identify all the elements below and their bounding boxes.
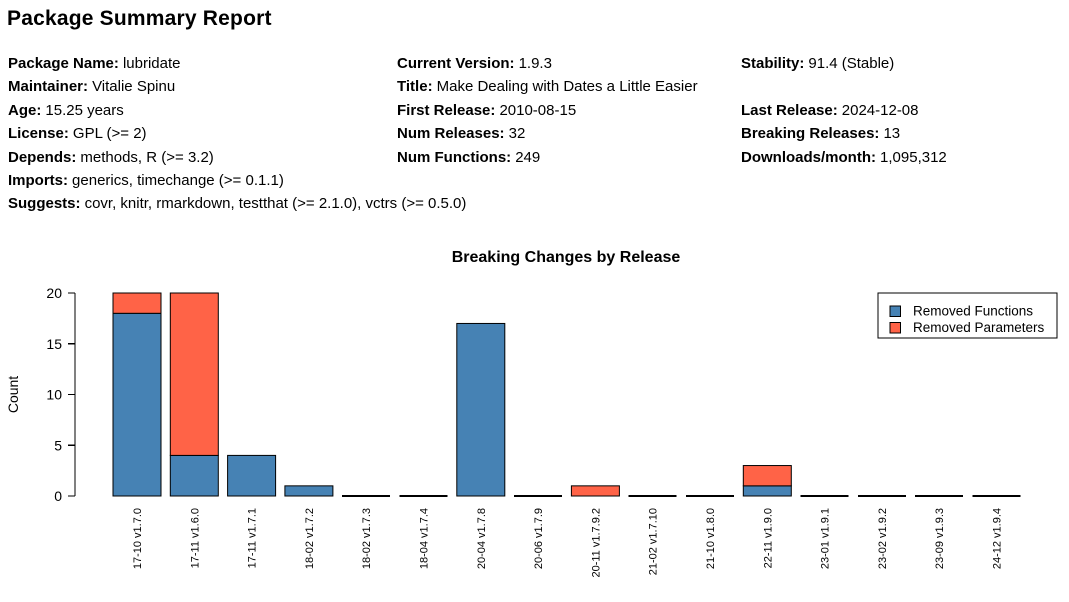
meta-field: Title: Make Dealing with Dates a Little E…: [397, 75, 698, 98]
metadata-column-left: Package Name: lubridate Maintainer: Vitalie…: [8, 52, 466, 216]
x-tick-label: 23-09 v1.9.3: [934, 508, 946, 569]
meta-field-value: 2024-12-08: [841, 101, 919, 119]
bar-segment: [742, 485, 792, 497]
x-tick-label: 17-11 v1.6.0: [189, 508, 201, 568]
x-tick-label: 24-12 v1.9.4: [992, 508, 1004, 569]
meta-field-label: Suggests:: [8, 195, 81, 213]
y-tick-label: 15: [46, 336, 62, 352]
bar-chart-canvas: Breaking Changes by Release 0 5 10 15 20 Count…: [5, 249, 1058, 578]
meta-field-value: covr, knitr, rmarkdown, testthat (>= 2.1…: [84, 195, 467, 213]
meta-field: Current Version: 1.9.3: [397, 52, 698, 75]
meta-field-label: Num Functions:: [397, 148, 512, 166]
meta-field: Last Release: 2024-12-08: [741, 99, 947, 122]
meta-field: [741, 75, 947, 98]
meta-field-value: 15.25 years: [45, 101, 124, 119]
x-tick-label: 20-04 v1.7.8: [476, 508, 488, 569]
meta-field: Suggests: covr, knitr, rmarkdown, testtha…: [8, 192, 466, 215]
meta-field-label: Last Release:: [741, 101, 838, 119]
meta-field-label: Title:: [397, 78, 433, 96]
legend-box: [877, 292, 1058, 339]
metadata-column-right: Stability: 91.4 (Stable) Last Release: 2024…: [741, 52, 947, 169]
meta-field: Num Functions: 249: [397, 146, 698, 169]
bar-segment: [227, 454, 277, 497]
x-tick-label: 18-04 v1.7.4: [419, 508, 431, 569]
bar-segment: [456, 322, 506, 497]
x-tick-label: 20-06 v1.7.9: [533, 508, 545, 569]
meta-field-value: GPL (>= 2): [72, 125, 147, 143]
bar-segment: [112, 312, 162, 497]
x-tick-label: 21-02 v1.7.10: [648, 508, 660, 575]
meta-field-label: Downloads/month:: [741, 148, 876, 166]
meta-field-value: 32: [508, 125, 526, 143]
meta-field-label: Num Releases:: [397, 125, 505, 143]
meta-field-value: 2010-08-15: [499, 101, 577, 119]
meta-field-label: Maintainer:: [8, 78, 89, 96]
bar-segment: [742, 465, 792, 487]
meta-field-value: 1.9.3: [518, 55, 552, 72]
meta-field-value: Vitalie Spinu: [92, 78, 176, 96]
bar-segment: [284, 485, 334, 497]
legend-swatch: [889, 305, 901, 317]
x-tick-label: 20-11 v1.7.9.2: [590, 508, 602, 578]
breaking-changes-chart: Breaking Changes by Release 0 5 10 15 20 Count…: [0, 245, 1069, 602]
x-tick-label: 21-10 v1.8.0: [705, 508, 717, 569]
meta-field: Age: 15.25 years: [8, 99, 466, 122]
meta-field-value: 249: [515, 148, 541, 166]
meta-field-label: Package Name:: [8, 55, 119, 72]
meta-field: Imports: generics, timechange (>= 0.1.1): [8, 169, 466, 192]
x-tick-label: 17-10 v1.7.0: [132, 508, 144, 569]
meta-field: Breaking Releases: 13: [741, 122, 947, 145]
meta-field: Depends: methods, R (>= 3.2): [8, 146, 466, 169]
x-tick-label: 23-01 v1.9.1: [820, 508, 832, 569]
x-tick-label: 17-11 v1.7.1: [247, 508, 259, 568]
meta-field: Stability: 91.4 (Stable): [741, 52, 947, 75]
meta-field: Num Releases: 32: [397, 122, 698, 145]
meta-field-label: License:: [8, 125, 69, 143]
y-tick-label: 5: [54, 437, 62, 453]
page-title: Package Summary Report: [7, 7, 272, 30]
y-axis-title: Count: [5, 376, 21, 413]
meta-field: Maintainer: Vitalie Spinu: [8, 75, 466, 98]
meta-field-value: lubridate: [122, 55, 181, 72]
bar-segment: [570, 485, 620, 497]
meta-field-value: 91.4 (Stable): [808, 55, 895, 72]
bar-segment: [169, 292, 219, 456]
legend-label: Removed Functions: [913, 304, 1033, 319]
meta-field: Package Name: lubridate: [8, 52, 466, 75]
meta-field-label: First Release:: [397, 101, 496, 119]
meta-field: Downloads/month: 1,095,312: [741, 146, 947, 169]
legend-swatch: [889, 322, 901, 334]
metadata-column-middle: Current Version: 1.9.3 Title: Make Dealing …: [397, 52, 698, 169]
x-tick-label: 18-02 v1.7.2: [304, 508, 316, 569]
meta-field-label: Stability:: [741, 55, 805, 72]
meta-field-label: Breaking Releases:: [741, 125, 880, 143]
meta-field: License: GPL (>= 2): [8, 122, 466, 145]
meta-field-value: Make Dealing with Dates a Little Easier: [436, 78, 698, 96]
chart-title: Breaking Changes by Release: [452, 249, 681, 266]
y-tick-label: 0: [54, 488, 62, 504]
meta-field-label: Imports:: [8, 171, 68, 189]
meta-field-value: generics, timechange (>= 0.1.1): [72, 171, 284, 189]
meta-field-label: Age:: [8, 101, 42, 119]
bar-segment: [112, 292, 162, 314]
meta-field-label: Current Version:: [397, 55, 515, 72]
meta-field-label: Depends:: [8, 148, 77, 166]
meta-field: First Release: 2010-08-15: [397, 99, 698, 122]
meta-field-value: 1,095,312: [880, 148, 947, 166]
legend-label: Removed Parameters: [913, 320, 1045, 335]
x-tick-label: 18-02 v1.7.3: [361, 508, 373, 569]
meta-field-value: methods, R (>= 3.2): [80, 148, 214, 166]
y-tick-label: 20: [46, 285, 62, 301]
bar-segment: [169, 454, 219, 497]
meta-field-value: 13: [883, 125, 901, 143]
x-tick-label: 23-02 v1.9.2: [877, 508, 889, 569]
x-tick-label: 22-11 v1.9.0: [762, 508, 774, 568]
y-tick-label: 10: [46, 387, 62, 403]
